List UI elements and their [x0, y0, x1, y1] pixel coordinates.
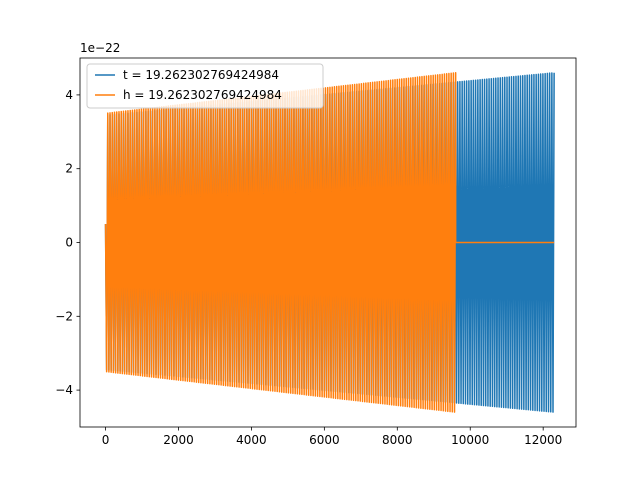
x-axis: 0 2000 4000 6000 8000 10000 12000	[102, 427, 562, 447]
legend-box	[86, 63, 324, 109]
x-tick-label: 10000	[451, 433, 489, 447]
series-layer	[104, 72, 555, 413]
x-tick-label: 4000	[236, 433, 267, 447]
y-axis: −4 −2 0 2 4	[55, 88, 80, 397]
y-tick-label: −2	[55, 309, 73, 323]
x-tick-label: 12000	[524, 433, 562, 447]
x-tick-label: 0	[102, 433, 110, 447]
y-tick-label: 4	[65, 88, 73, 102]
y-tick-label: 2	[65, 162, 73, 176]
y-tick-label: 0	[65, 236, 73, 250]
series-line-1	[104, 72, 555, 413]
y-offset-text: 1e−22	[80, 41, 120, 55]
x-tick-label: 6000	[309, 433, 340, 447]
legend-label-1: h = 19.262302769424984	[123, 88, 282, 102]
x-tick-label: 8000	[382, 433, 413, 447]
y-tick-label: −4	[55, 383, 73, 397]
legend: t = 19.262302769424984 h = 19.26230276942…	[86, 63, 324, 109]
legend-label-0: t = 19.262302769424984	[123, 68, 279, 82]
x-tick-label: 2000	[163, 433, 194, 447]
